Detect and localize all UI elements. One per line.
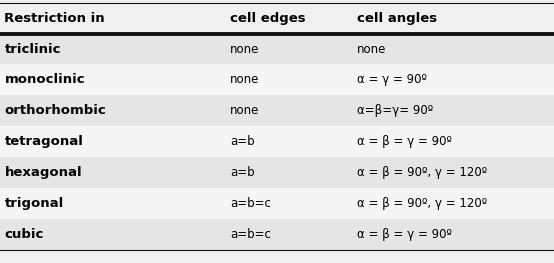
Text: a=b: a=b bbox=[230, 166, 254, 179]
Text: a=b=c: a=b=c bbox=[230, 197, 271, 210]
Text: a=b: a=b bbox=[230, 135, 254, 148]
Bar bbox=[0, 34, 554, 64]
Text: α = γ = 90º: α = γ = 90º bbox=[357, 73, 427, 87]
Bar bbox=[0, 157, 554, 188]
Text: triclinic: triclinic bbox=[4, 43, 61, 55]
Text: hexagonal: hexagonal bbox=[4, 166, 82, 179]
Bar bbox=[0, 95, 554, 126]
Bar bbox=[0, 3, 554, 34]
Bar bbox=[0, 64, 554, 95]
Text: none: none bbox=[230, 73, 259, 87]
Text: none: none bbox=[230, 104, 259, 117]
Text: Restriction in: Restriction in bbox=[4, 12, 105, 25]
Text: α=β=γ= 90º: α=β=γ= 90º bbox=[357, 104, 433, 117]
Text: cell angles: cell angles bbox=[357, 12, 438, 25]
Text: none: none bbox=[230, 43, 259, 55]
Text: α = β = 90º, γ = 120º: α = β = 90º, γ = 120º bbox=[357, 166, 488, 179]
Text: α = β = 90º, γ = 120º: α = β = 90º, γ = 120º bbox=[357, 197, 488, 210]
Text: none: none bbox=[357, 43, 387, 55]
Text: trigonal: trigonal bbox=[4, 197, 64, 210]
Text: α = β = γ = 90º: α = β = γ = 90º bbox=[357, 135, 452, 148]
Text: orthorhombic: orthorhombic bbox=[4, 104, 106, 117]
Text: tetragonal: tetragonal bbox=[4, 135, 83, 148]
Bar bbox=[0, 126, 554, 157]
Text: cell edges: cell edges bbox=[230, 12, 306, 25]
Text: a=b=c: a=b=c bbox=[230, 228, 271, 241]
Bar bbox=[0, 188, 554, 219]
Text: cubic: cubic bbox=[4, 228, 44, 241]
Text: α = β = γ = 90º: α = β = γ = 90º bbox=[357, 228, 452, 241]
Text: monoclinic: monoclinic bbox=[4, 73, 85, 87]
Bar bbox=[0, 219, 554, 250]
